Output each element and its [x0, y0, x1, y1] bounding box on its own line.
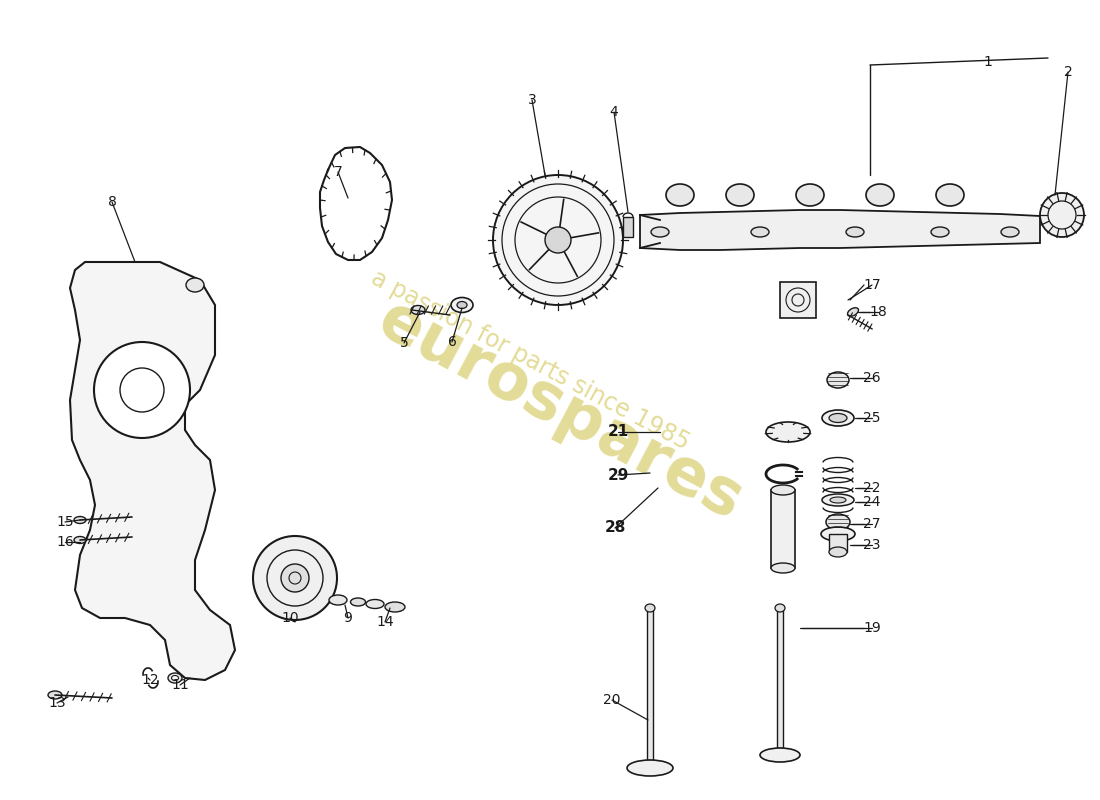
Text: 29: 29 [607, 467, 629, 482]
Text: 26: 26 [864, 371, 881, 385]
Text: 25: 25 [864, 411, 881, 425]
Ellipse shape [826, 514, 850, 530]
Ellipse shape [456, 302, 468, 309]
Text: 6: 6 [448, 335, 456, 349]
Polygon shape [640, 210, 1040, 250]
Polygon shape [70, 262, 235, 680]
Ellipse shape [936, 184, 964, 206]
Text: 13: 13 [48, 696, 66, 710]
Ellipse shape [827, 372, 849, 388]
Ellipse shape [666, 184, 694, 206]
Bar [647, 608, 653, 760]
Text: 9: 9 [343, 611, 352, 625]
Ellipse shape [645, 604, 654, 612]
Ellipse shape [760, 748, 800, 762]
Text: 2: 2 [1064, 65, 1072, 79]
Ellipse shape [1001, 227, 1019, 237]
Ellipse shape [796, 184, 824, 206]
Circle shape [94, 342, 190, 438]
Polygon shape [623, 217, 632, 237]
Ellipse shape [821, 527, 855, 541]
Text: 23: 23 [864, 538, 881, 552]
Ellipse shape [829, 547, 847, 557]
Circle shape [1040, 193, 1084, 237]
Text: 21: 21 [607, 425, 628, 439]
Ellipse shape [48, 691, 62, 699]
Text: 19: 19 [864, 621, 881, 635]
Text: 18: 18 [869, 305, 887, 319]
Text: 17: 17 [864, 278, 881, 292]
Ellipse shape [931, 227, 949, 237]
Ellipse shape [822, 410, 854, 426]
Ellipse shape [846, 227, 864, 237]
Text: 11: 11 [172, 678, 189, 692]
Circle shape [253, 536, 337, 620]
Text: 14: 14 [376, 615, 394, 629]
Ellipse shape [771, 563, 795, 573]
Ellipse shape [74, 517, 86, 523]
Text: 22: 22 [864, 481, 881, 495]
Text: 4: 4 [609, 105, 618, 119]
Ellipse shape [411, 306, 425, 314]
Ellipse shape [830, 497, 846, 503]
Text: 1: 1 [983, 55, 992, 69]
Ellipse shape [847, 308, 858, 316]
Ellipse shape [385, 602, 405, 612]
Text: 5: 5 [399, 336, 408, 350]
Ellipse shape [822, 494, 854, 506]
Text: 24: 24 [864, 495, 881, 509]
Ellipse shape [751, 227, 769, 237]
Text: 8: 8 [108, 195, 117, 209]
Circle shape [280, 564, 309, 592]
Ellipse shape [651, 227, 669, 237]
Text: 15: 15 [56, 515, 74, 529]
Text: 28: 28 [604, 521, 626, 535]
Ellipse shape [186, 278, 204, 292]
Text: 27: 27 [864, 517, 881, 531]
Bar [777, 608, 783, 748]
Ellipse shape [829, 414, 847, 422]
Ellipse shape [172, 675, 178, 681]
Text: 16: 16 [56, 535, 74, 549]
Ellipse shape [866, 184, 894, 206]
Text: 12: 12 [141, 673, 158, 687]
Ellipse shape [771, 485, 795, 495]
Ellipse shape [726, 184, 754, 206]
Ellipse shape [766, 422, 810, 442]
Ellipse shape [329, 595, 346, 605]
Text: 3: 3 [528, 93, 537, 107]
Ellipse shape [776, 604, 785, 612]
Bar [771, 490, 795, 568]
Text: eurospares: eurospares [367, 288, 752, 532]
Text: 10: 10 [282, 611, 299, 625]
Ellipse shape [351, 598, 365, 606]
Ellipse shape [451, 298, 473, 313]
Bar [829, 534, 847, 552]
Ellipse shape [627, 760, 673, 776]
Ellipse shape [366, 599, 384, 609]
Text: 20: 20 [603, 693, 620, 707]
Text: 7: 7 [333, 165, 342, 179]
Text: a passion for parts since 1985: a passion for parts since 1985 [366, 266, 693, 454]
Ellipse shape [168, 673, 182, 683]
Ellipse shape [74, 537, 86, 543]
Circle shape [544, 227, 571, 253]
Bar [780, 282, 816, 318]
Circle shape [493, 175, 623, 305]
